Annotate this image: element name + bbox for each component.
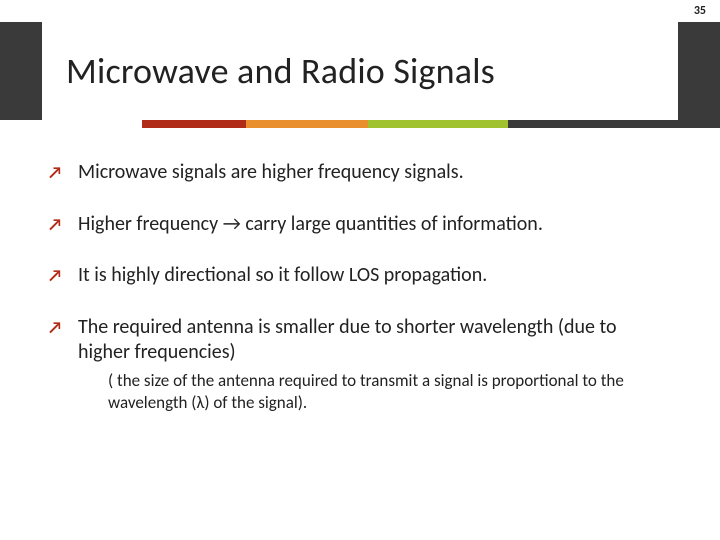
title-box: Microwave and Radio Signals xyxy=(42,22,678,120)
accent-seg-1 xyxy=(142,120,246,128)
bullet-item: The required antenna is smaller due to s… xyxy=(48,315,672,414)
accent-row xyxy=(0,120,720,128)
bullet-subtext: ( the size of the antenna required to tr… xyxy=(108,370,672,414)
content-area: Microwave signals are higher frequency s… xyxy=(48,160,672,440)
bullet-item: It is highly directional so it follow LO… xyxy=(48,263,672,289)
page-number: 35 xyxy=(694,4,706,18)
slide-title: Microwave and Radio Signals xyxy=(66,49,495,93)
bullet-text: Higher frequency → carry large quantitie… xyxy=(78,212,543,236)
bullet-list: Microwave signals are higher frequency s… xyxy=(48,160,672,414)
accent-seg-3 xyxy=(368,120,508,128)
bullet-item: Microwave signals are higher frequency s… xyxy=(48,160,672,186)
accent-seg-4 xyxy=(508,120,720,128)
bullet-text: Microwave signals are higher frequency s… xyxy=(78,160,464,184)
accent-seg-2 xyxy=(246,120,368,128)
bullet-text: It is highly directional so it follow LO… xyxy=(78,263,487,287)
bullet-text: The required antenna is smaller due to s… xyxy=(78,315,617,365)
bullet-item: Higher frequency → carry large quantitie… xyxy=(48,212,672,238)
accent-seg-0 xyxy=(0,120,142,128)
